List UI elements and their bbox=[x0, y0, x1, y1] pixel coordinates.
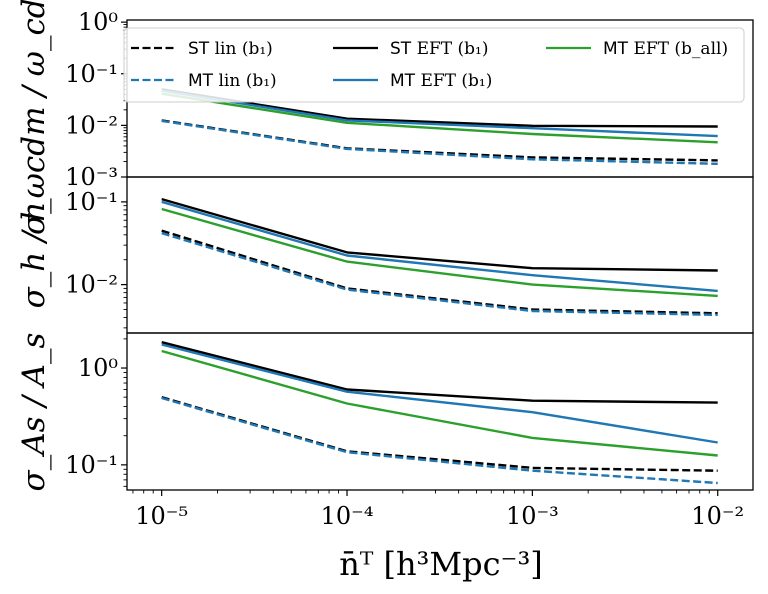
panel3-ylabel: σ_As / A_s bbox=[16, 333, 52, 492]
legend: ST lin (b₁) MT lin (b₁) ST EFT (b₁) MT E… bbox=[123, 27, 745, 103]
series-line bbox=[161, 89, 718, 138]
legend-prefix: MT bbox=[603, 39, 629, 59]
y-tick-label: 10⁻¹ bbox=[65, 188, 118, 216]
panel1-ylabel: σ_ωcdm / ω_cdm bbox=[16, 0, 52, 235]
legend-entry: MT EFT (b_all) bbox=[546, 39, 728, 59]
legend-entry: ST EFT (b₁) bbox=[333, 39, 489, 59]
y-tick-label: 10⁻² bbox=[65, 111, 118, 139]
y-tick-label: 10⁻² bbox=[65, 271, 118, 299]
legend-entry: MT EFT (b₁) bbox=[333, 71, 492, 91]
svg-text:MT EFT (b_all): MT EFT (b_all) bbox=[603, 39, 728, 59]
panel-2: 10⁻² 10⁻¹ bbox=[65, 176, 754, 334]
svg-text:ST EFT (b₁): ST EFT (b₁) bbox=[390, 39, 489, 59]
series-line bbox=[161, 396, 718, 472]
series-line bbox=[161, 88, 718, 128]
y-tick-label: 10⁻¹ bbox=[65, 60, 118, 88]
panel-frame bbox=[126, 176, 754, 334]
x-tick-labels: 10⁻⁵ 10⁻⁴ 10⁻³ 10⁻² bbox=[135, 502, 744, 530]
x-tick-label: 10⁻² bbox=[691, 502, 744, 530]
legend-frame bbox=[123, 27, 745, 103]
legend-prefix: MT bbox=[188, 71, 214, 91]
panel-frame bbox=[126, 332, 754, 491]
legend-prefix: ST bbox=[390, 39, 412, 59]
series-line bbox=[161, 341, 718, 404]
y-tick-label: 10⁰ bbox=[78, 354, 118, 382]
svg-text:ST lin (b₁): ST lin (b₁) bbox=[188, 39, 273, 59]
panel2-ylabel: σ_h / h bbox=[16, 202, 52, 309]
legend-prefix: MT bbox=[390, 71, 416, 91]
y-tick-label: 10⁰ bbox=[78, 8, 118, 36]
series-line bbox=[161, 119, 718, 165]
series-line bbox=[161, 349, 718, 457]
series-line bbox=[161, 229, 718, 315]
y-tick-label: 10⁻¹ bbox=[65, 451, 118, 479]
legend-label: EFT (b₁) bbox=[420, 71, 492, 91]
legend-label: EFT (b_all) bbox=[633, 39, 728, 59]
legend-label: EFT (b₁) bbox=[417, 39, 489, 59]
series-line bbox=[161, 92, 718, 144]
legend-label: lin (b₁) bbox=[218, 71, 276, 91]
legend-prefix: ST bbox=[188, 39, 210, 59]
series-line bbox=[161, 207, 718, 298]
series-line bbox=[161, 200, 718, 293]
legend-entry: ST lin (b₁) bbox=[131, 39, 273, 59]
x-tick-label: 10⁻⁵ bbox=[135, 502, 188, 530]
x-tick-label: 10⁻⁴ bbox=[321, 502, 374, 530]
svg-text:MT EFT (b₁): MT EFT (b₁) bbox=[390, 71, 492, 91]
x-axis-label: n̄ᵀ [h³Mpc⁻³] bbox=[339, 545, 543, 583]
series-line bbox=[161, 396, 718, 485]
panel-3: 10⁻¹ 10⁰ bbox=[65, 332, 754, 491]
y-tick-label: 10⁻³ bbox=[65, 163, 118, 191]
legend-label: lin (b₁) bbox=[215, 39, 273, 59]
x-tick-label: 10⁻³ bbox=[506, 502, 559, 530]
series-line bbox=[161, 197, 718, 272]
svg-text:MT lin (b₁): MT lin (b₁) bbox=[188, 71, 277, 91]
series-line bbox=[161, 343, 718, 444]
series-line bbox=[161, 231, 718, 317]
legend-entry: MT lin (b₁) bbox=[131, 71, 277, 91]
